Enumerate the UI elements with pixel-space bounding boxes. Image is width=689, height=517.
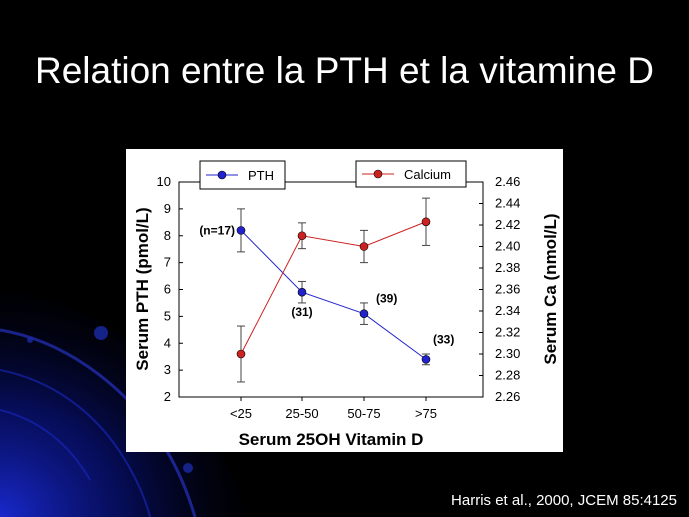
right-tick-label: 2.32: [495, 325, 520, 340]
pth-point: [421, 355, 431, 364]
sample-size-label: (39): [376, 292, 397, 306]
legend: PTH Calcium: [199, 160, 467, 190]
legend-swatch-marker: [217, 170, 227, 180]
sample-size-label: (n=17): [199, 223, 235, 237]
right-tick-label: 2.40: [495, 239, 520, 254]
right-tick-label: 2.30: [495, 346, 520, 361]
left-tick-label: 5: [164, 308, 171, 323]
right-tick-label: 2.34: [495, 303, 520, 318]
right-tick-label: 2.28: [495, 368, 520, 383]
right-tick-label: 2.46: [495, 174, 520, 189]
series-pth: [236, 208, 431, 366]
left-tick-label: 7: [164, 255, 171, 270]
legend-item-pth: PTH: [199, 160, 286, 190]
pth-point: [236, 226, 246, 235]
left-tick-label: 6: [164, 282, 171, 297]
x-axis-title: Serum 25OH Vitamin D: [239, 430, 424, 449]
sample-size-label: (31): [291, 305, 312, 319]
axis-ticks: 2 3 4 5 6 7 8 9 10 2.26 2.28 2.30 2.32 2.34 2.36 2.38 2.…: [157, 174, 521, 421]
sample-size-label: (33): [433, 332, 454, 346]
pth-point: [297, 287, 307, 297]
left-tick-label: 3: [164, 362, 171, 377]
x-tick-label: <25: [230, 406, 252, 421]
calcium-line: [240, 221, 427, 355]
right-tick-label: 2.42: [495, 217, 520, 232]
plot-frame: [178, 181, 484, 398]
left-tick-label: 10: [157, 174, 171, 189]
series-calcium: [236, 197, 431, 383]
right-tick-label: 2.26: [495, 389, 520, 404]
x-tick-label: 25-50: [285, 406, 318, 421]
calcium-point: [236, 349, 246, 359]
calcium-point: [359, 242, 369, 251]
pth-point: [359, 309, 369, 318]
right-tick-label: 2.36: [495, 282, 520, 297]
calcium-point: [421, 217, 431, 227]
calcium-point: [297, 231, 307, 241]
right-tick-label: 2.44: [495, 196, 520, 211]
citation: Harris et al., 2000, JCEM 85:4125: [451, 492, 677, 509]
legend-label: Calcium: [404, 167, 451, 182]
left-tick-label: 4: [164, 335, 171, 350]
x-tick-label: 50-75: [347, 406, 380, 421]
y-axis-title-right: Serum Ca (nmol/L): [541, 213, 560, 364]
slide-title: Relation entre la PTH et la vitamine D: [35, 50, 654, 91]
pth-line: [240, 230, 427, 360]
pth-calcium-chart: 2 3 4 5 6 7 8 9 10 2.26 2.28 2.30 2.32 2.34 2.36 2.38 2.…: [133, 160, 560, 449]
axis-labels: (n=17) (31) (39) (33) Serum 25OH Vitamin D Se…: [133, 207, 560, 449]
left-tick-label: 8: [164, 228, 171, 243]
chart-panel: 2 3 4 5 6 7 8 9 10 2.26 2.28 2.30 2.32 2.34 2.36 2.38 2.…: [126, 149, 563, 452]
legend-item-calcium: Calcium: [355, 160, 467, 188]
x-tick-label: >75: [415, 406, 437, 421]
series-layer: [236, 197, 431, 383]
legend-label: PTH: [248, 168, 274, 183]
left-tick-label: 9: [164, 201, 171, 216]
right-tick-label: 2.38: [495, 260, 520, 275]
left-tick-label: 2: [164, 389, 171, 404]
y-axis-title-left: Serum PTH (pmol/L): [133, 207, 152, 370]
legend-swatch-marker: [373, 169, 383, 179]
